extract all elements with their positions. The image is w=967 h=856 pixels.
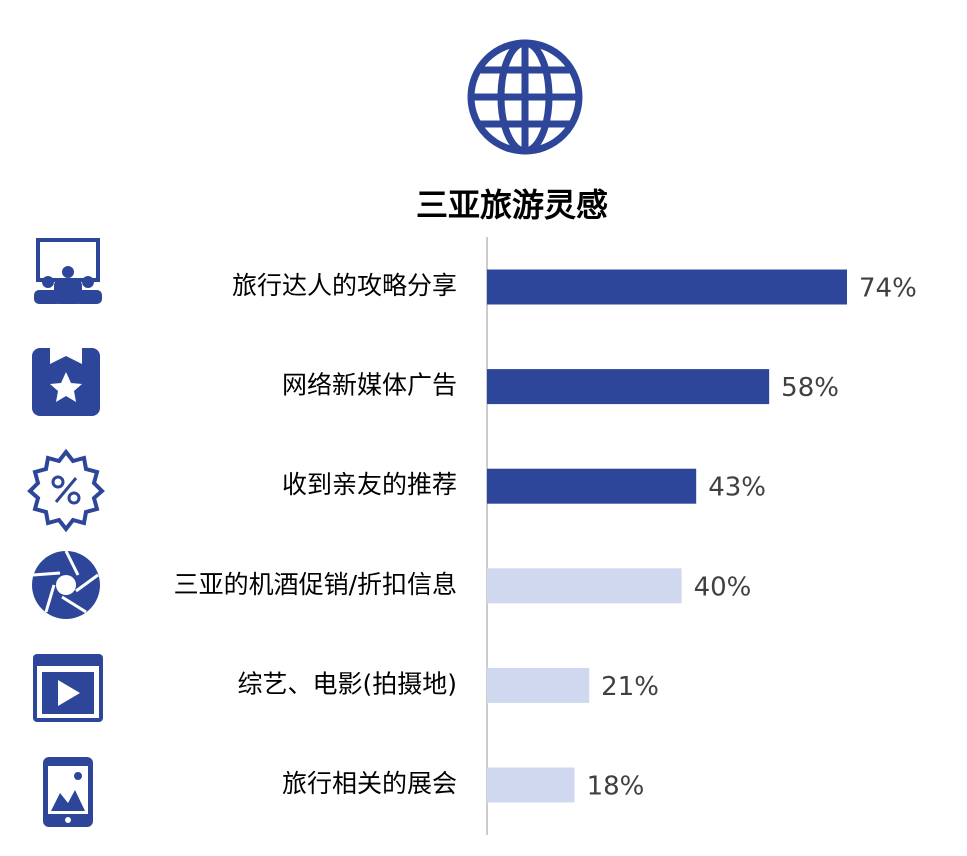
bar	[487, 468, 697, 504]
value-label: 43%	[708, 473, 766, 503]
category-label: 收到亲友的推荐	[282, 470, 457, 499]
value-label: 40%	[694, 572, 752, 602]
bar	[487, 568, 682, 604]
bar	[487, 269, 848, 305]
category-label: 三亚的机酒促销/折扣信息	[174, 570, 457, 599]
discount-icon	[27, 448, 105, 533]
value-label: 58%	[781, 373, 839, 403]
category-label: 旅行相关的展会	[282, 769, 457, 798]
bar	[487, 667, 590, 703]
category-label: 旅行达人的攻略分享	[232, 271, 457, 300]
category-label: 综艺、电影(拍摄地)	[237, 669, 457, 698]
phone-icon	[43, 757, 93, 827]
aperture-icon	[32, 550, 100, 619]
bar	[487, 767, 575, 803]
bar	[487, 369, 770, 405]
category-label: 网络新媒体广告	[282, 371, 457, 400]
value-label: 74%	[859, 274, 917, 304]
value-label: 18%	[587, 772, 645, 802]
presentation-icon	[34, 238, 102, 304]
globe-icon	[467, 39, 583, 155]
bookmark-icon	[32, 348, 100, 416]
value-label: 21%	[601, 672, 659, 702]
chart-title: 三亚旅游灵感	[416, 186, 608, 224]
video-icon	[33, 654, 103, 722]
